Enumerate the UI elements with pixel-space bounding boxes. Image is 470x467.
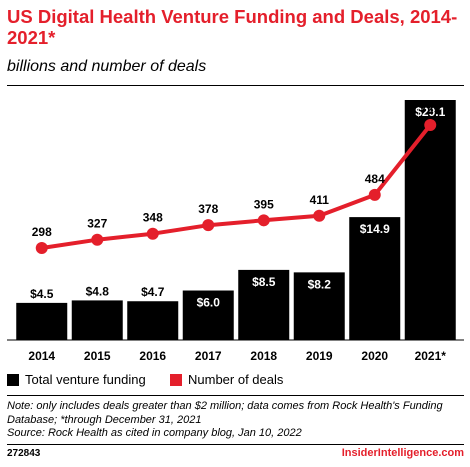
legend-swatch-funding	[7, 373, 19, 386]
chart-subtitle: billions and number of deals	[7, 58, 207, 75]
deals-label-2019: 411	[310, 193, 330, 207]
bar-funding-2020	[349, 217, 401, 340]
deals-label-2015: 327	[87, 217, 107, 231]
deals-point-2016	[146, 227, 159, 240]
brand-logo-text: InsiderIntelligence.com	[341, 447, 464, 459]
deals-point-2015	[91, 233, 104, 246]
bar-funding-2019	[293, 272, 345, 340]
bar-label-2015: $4.8	[86, 284, 110, 298]
x-tick-label-2017: 2017	[195, 349, 222, 363]
bar-funding-2018	[238, 269, 290, 340]
legend-label-deals: Number of deals	[188, 372, 284, 387]
source-text: Source: Rock Health as cited in company …	[7, 427, 302, 439]
deals-label-2014: 298	[32, 225, 52, 239]
deals-point-2018	[257, 214, 270, 227]
chart-area: $4.5 $4.8 $4.7 $6.0 $8.5 $8.2 $14.9 $29.1 2014 20…	[7, 100, 464, 363]
deals-point-2020	[368, 188, 381, 201]
legend-swatch-deals	[170, 373, 182, 386]
legend-item-funding: Total venture funding	[7, 372, 146, 387]
bar-label-2021*: $29.1	[415, 105, 445, 119]
deals-label-2020: 484	[365, 172, 385, 186]
deals-label-2016: 348	[143, 211, 163, 225]
deals-label-2017: 378	[198, 202, 218, 216]
deals-point-2021*	[424, 119, 437, 131]
bar-funding-2021*	[404, 100, 456, 340]
note-text: Note: only includes deals greater than $…	[7, 400, 443, 426]
chart-note: Note: only includes deals greater than $…	[7, 400, 467, 441]
x-tick-label-2015: 2015	[84, 349, 111, 363]
bar-funding-2015	[71, 300, 123, 340]
x-tick-label-2021*: 2021*	[415, 349, 447, 363]
x-tick-label-2019: 2019	[306, 349, 333, 363]
x-tick-label-2014: 2014	[28, 349, 55, 363]
bar-label-2017: $6.0	[197, 296, 221, 310]
legend-item-deals: Number of deals	[170, 372, 283, 387]
deals-point-2014	[35, 242, 48, 254]
bar-label-2019: $8.2	[308, 277, 332, 291]
bar-label-2020: $14.9	[360, 222, 390, 236]
chart-title: US Digital Health Venture Funding and De…	[7, 6, 458, 48]
bar-funding-2017	[182, 290, 234, 340]
footer-rule	[7, 395, 464, 396]
bar-funding-2014	[16, 302, 68, 340]
x-tick-label-2020: 2020	[361, 349, 388, 363]
deals-line	[41, 123, 432, 250]
bottom-rule	[7, 444, 464, 445]
bar-label-2016: $4.7	[141, 285, 165, 299]
deals-label-2018: 395	[254, 197, 274, 211]
chart-id: 272843	[7, 448, 41, 459]
deals-point-2017	[202, 219, 215, 232]
bar-funding-2016	[127, 301, 179, 340]
x-tick-label-2016: 2016	[139, 349, 166, 363]
deals-point-2019	[313, 209, 326, 222]
x-tick-label-2018: 2018	[250, 349, 277, 363]
legend-label-funding: Total venture funding	[25, 372, 146, 387]
top-rule	[7, 85, 464, 86]
deals-label-2021*: 729	[420, 102, 440, 116]
bar-label-2018: $8.5	[252, 275, 276, 289]
bar-label-2014: $4.5	[30, 287, 54, 301]
